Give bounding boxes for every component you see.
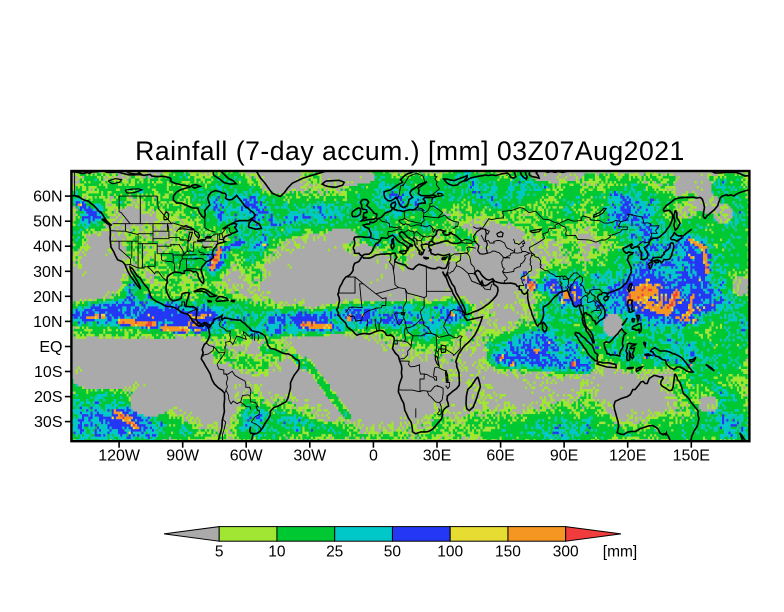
svg-text:40N: 40N xyxy=(33,239,62,256)
svg-text:20S: 20S xyxy=(34,389,62,406)
svg-text:0: 0 xyxy=(369,448,378,465)
svg-text:50N: 50N xyxy=(33,214,62,231)
svg-text:30N: 30N xyxy=(33,264,62,281)
svg-text:60W: 60W xyxy=(230,448,264,465)
svg-text:150E: 150E xyxy=(673,448,710,465)
svg-text:30E: 30E xyxy=(423,448,451,465)
svg-text:20N: 20N xyxy=(33,289,62,306)
svg-text:120E: 120E xyxy=(609,448,646,465)
svg-text:5: 5 xyxy=(215,544,224,561)
svg-text:150: 150 xyxy=(495,544,521,561)
svg-text:25: 25 xyxy=(326,544,343,561)
svg-text:90W: 90W xyxy=(166,448,200,465)
svg-text:30S: 30S xyxy=(34,414,62,431)
svg-text:Rainfall (7-day accum.) [mm] 0: Rainfall (7-day accum.) [mm] 03Z07Aug202… xyxy=(135,136,685,166)
svg-text:30W: 30W xyxy=(293,448,327,465)
svg-text:50: 50 xyxy=(384,544,402,561)
svg-text:300: 300 xyxy=(553,544,579,561)
svg-text:60E: 60E xyxy=(486,448,514,465)
svg-text:10S: 10S xyxy=(34,364,62,381)
svg-text:10: 10 xyxy=(268,544,286,561)
svg-text:60N: 60N xyxy=(33,189,62,206)
svg-text:100: 100 xyxy=(437,544,463,561)
svg-text:[mm]: [mm] xyxy=(603,544,637,561)
svg-text:EQ: EQ xyxy=(39,339,62,356)
svg-text:90E: 90E xyxy=(550,448,578,465)
svg-text:10N: 10N xyxy=(33,314,62,331)
svg-text:120W: 120W xyxy=(98,448,141,465)
